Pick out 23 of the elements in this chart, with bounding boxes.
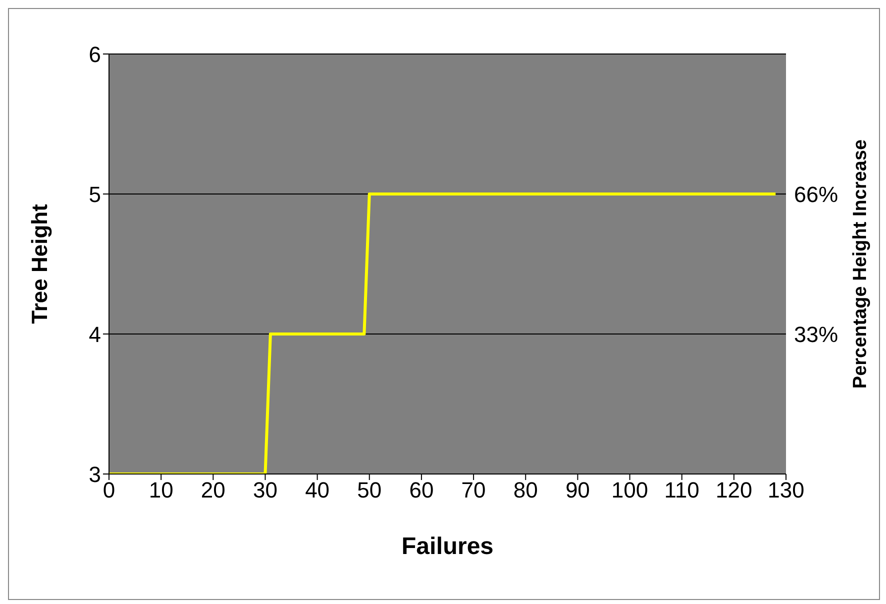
y2-axis-title: Percentage Height Increase	[850, 139, 872, 389]
y-tick-label: 3	[88, 462, 101, 487]
y2-tick-label: 66%	[794, 182, 838, 207]
y-tick-label: 4	[88, 322, 101, 347]
x-tick-label: 100	[611, 478, 648, 503]
x-tick-label: 40	[305, 478, 330, 503]
y-tick-label: 6	[88, 42, 101, 67]
x-tick-label: 110	[664, 478, 700, 503]
x-tick-label: 50	[357, 478, 382, 503]
x-tick-label: 80	[513, 478, 538, 503]
x-tick-label: 130	[768, 478, 804, 503]
x-tick-label: 90	[565, 478, 590, 503]
x-tick-label: 20	[200, 478, 226, 503]
y-tick-label: 5	[88, 182, 101, 207]
x-tick-label: 70	[461, 478, 486, 503]
x-tick-label: 60	[409, 478, 434, 503]
x-tick-label: 0	[102, 478, 116, 503]
x-tick-label: 30	[252, 478, 278, 503]
x-axis-title: Failures	[401, 533, 494, 560]
y-axis-title: Tree Height	[26, 203, 52, 324]
x-tick-label: 120	[716, 478, 752, 503]
y2-tick-label: 33%	[794, 322, 838, 347]
x-tick-label: 10	[148, 478, 174, 503]
